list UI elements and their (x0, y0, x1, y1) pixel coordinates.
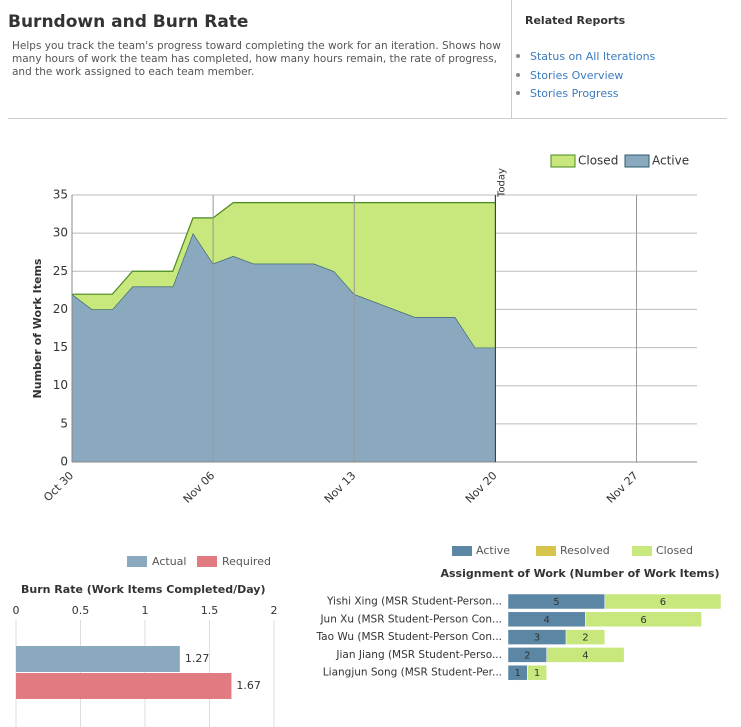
category-label: Yishi Xing (MSR Student-Person... (326, 596, 502, 608)
chart-title: Assignment of Work (Number of Work Items… (441, 567, 720, 580)
category-label: Jun Xu (MSR Student-Person Con... (319, 613, 502, 625)
bar-segment (546, 647, 625, 663)
data-label: 2 (524, 650, 530, 661)
data-label: 4 (544, 615, 550, 626)
legend-label: Closed (578, 154, 618, 168)
area-fill (72, 202, 496, 348)
y-axis-label: Number of Work Items (31, 258, 44, 398)
legend-swatch (127, 556, 147, 567)
bar (16, 673, 232, 699)
legend-swatch (550, 154, 576, 168)
y-tick-label: 35 (53, 188, 68, 202)
data-label: 2 (582, 633, 588, 644)
y-tick-label: 15 (53, 340, 68, 354)
legend-swatch (197, 556, 217, 567)
data-label: 6 (660, 597, 666, 608)
related-link[interactable]: Status on All Iterations (530, 50, 656, 63)
x-tick-label: 2 (271, 604, 278, 617)
related-link[interactable]: Stories Overview (530, 68, 624, 82)
x-tick-label: 0 (13, 604, 20, 617)
bullet (516, 72, 520, 77)
legend-label: Closed (656, 544, 693, 557)
bar (16, 646, 180, 672)
legend-swatch (624, 154, 650, 168)
legend-swatch (536, 546, 556, 556)
bar-segment (565, 629, 606, 645)
y-tick-label: 5 (60, 416, 68, 430)
area-fill (72, 233, 496, 462)
x-tick-label: Nov 06 (181, 469, 218, 506)
data-label: 6 (640, 615, 646, 626)
legend-swatch (452, 546, 472, 556)
today-label: Today (496, 168, 507, 198)
related-link[interactable]: Stories Progress (530, 87, 619, 100)
bullet (516, 91, 520, 95)
y-tick-label: 10 (53, 378, 68, 392)
y-tick-label: 25 (53, 264, 68, 278)
category-label: Tao Wu (MSR Student-Person Con... (316, 631, 503, 643)
legend-label: Required (222, 555, 271, 568)
y-tick-label: 30 (53, 226, 68, 240)
divider (8, 118, 727, 119)
y-tick-label: 0 (60, 455, 68, 469)
report-title: Burndown and Burn Rate (8, 12, 249, 32)
report-description: Helps you track the team's progress towa… (12, 40, 501, 78)
data-label: 4 (582, 650, 588, 661)
data-label: 3 (534, 633, 540, 644)
data-label: 1 (534, 668, 540, 679)
divider (511, 0, 512, 118)
legend-label: Resolved (560, 544, 610, 557)
x-tick-label: 1.5 (201, 604, 219, 617)
bar-segment (527, 664, 547, 681)
x-tick-label: Nov 13 (322, 469, 359, 506)
data-label: 5 (553, 597, 559, 608)
legend-label: Actual (152, 555, 186, 568)
x-tick-label: Nov 20 (463, 469, 500, 506)
bullet (516, 54, 520, 58)
data-label: 1.27 (185, 652, 210, 665)
x-tick-label: Nov 27 (604, 469, 641, 506)
legend-label: Active (476, 544, 510, 557)
bar-segment (585, 611, 702, 628)
legend-label: Active (652, 154, 689, 168)
x-tick-label: Oct 30 (41, 469, 76, 504)
y-tick-label: 20 (53, 302, 68, 316)
legend-swatch (632, 546, 652, 556)
chart-title: Burn Rate (Work Items Completed/Day) (21, 583, 266, 596)
x-tick-label: 0.5 (72, 604, 90, 617)
related-title: Related Reports (525, 14, 626, 27)
area-line (72, 202, 496, 295)
bar-segment (604, 593, 722, 610)
category-label: Liangjun Song (MSR Student-Per... (323, 667, 502, 679)
data-label: 1.67 (236, 679, 261, 692)
category-label: Jian Jiang (MSR Student-Perso... (335, 649, 502, 661)
data-label: 1 (514, 668, 520, 679)
x-tick-label: 1 (142, 604, 149, 617)
